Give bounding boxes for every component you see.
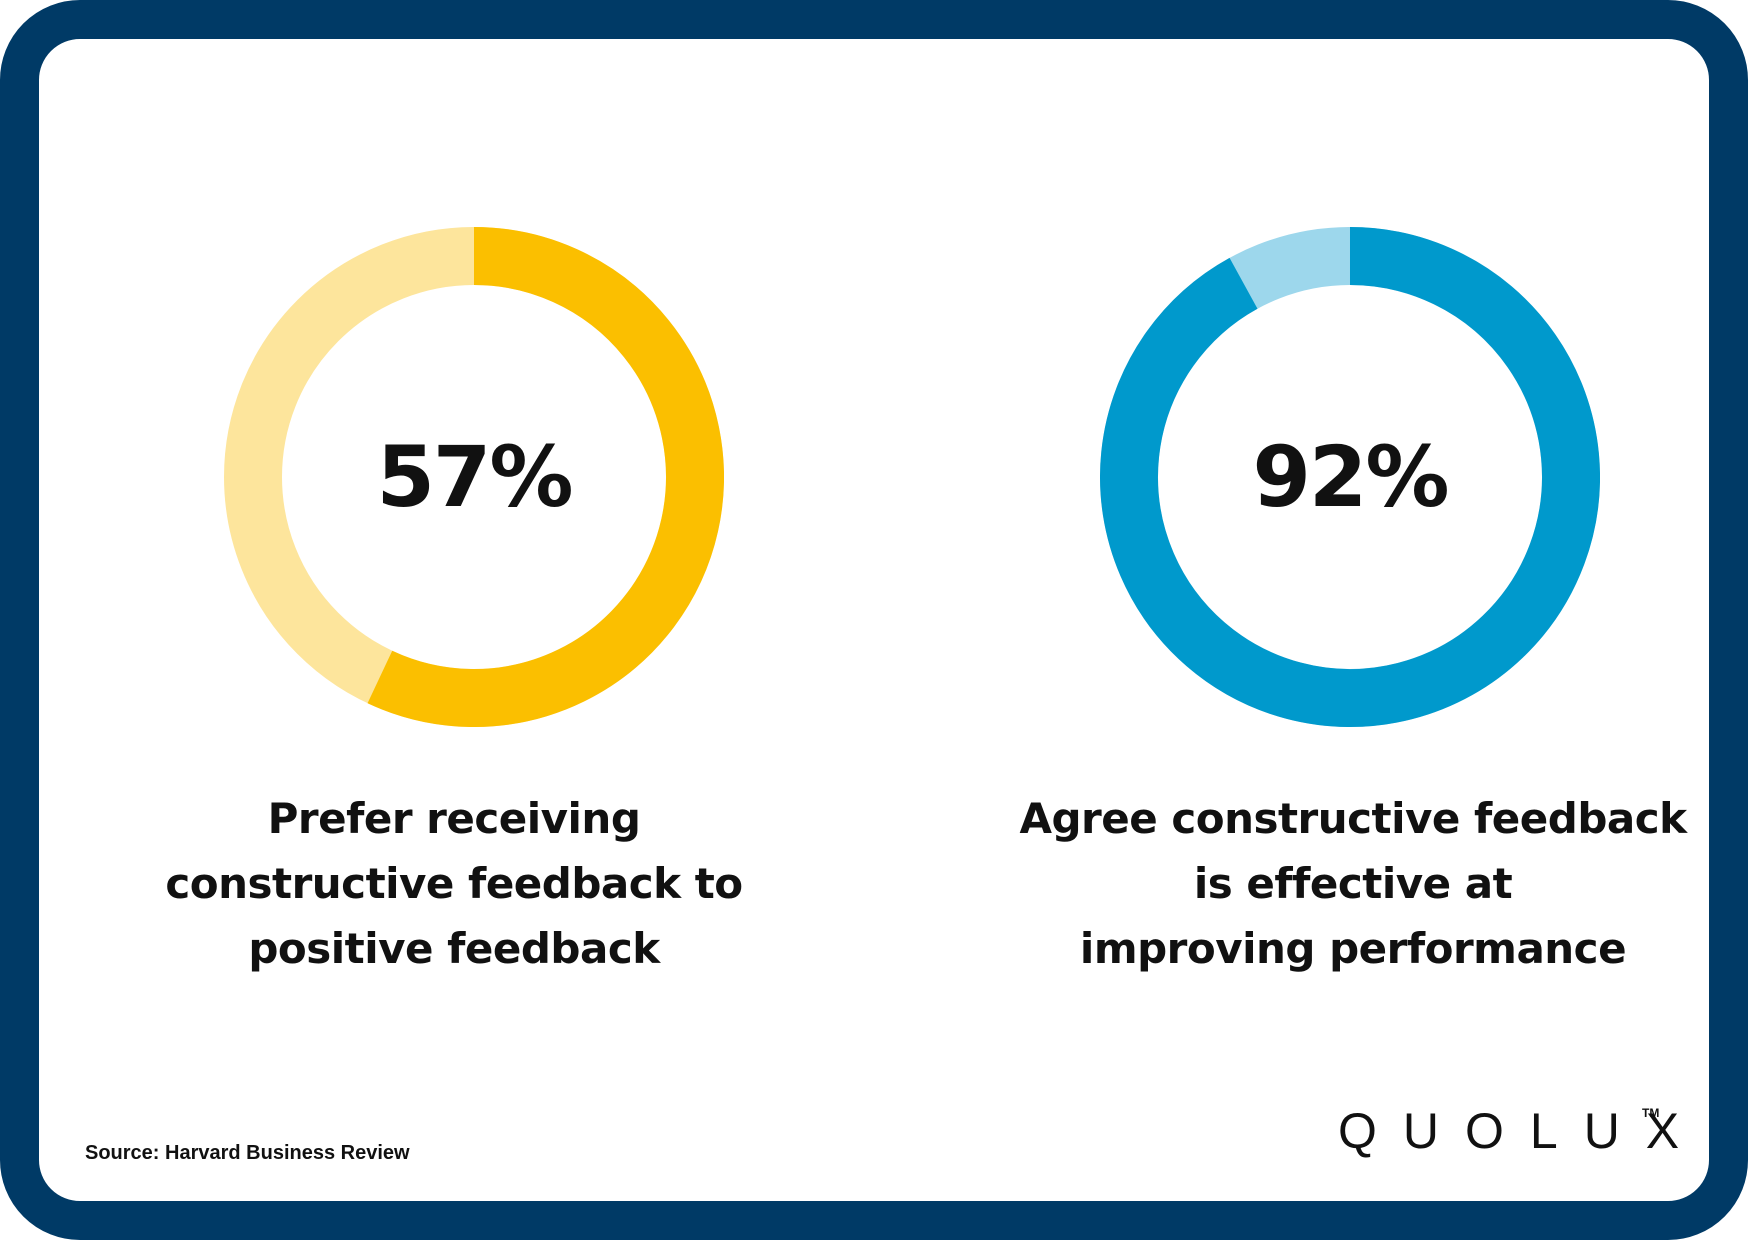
donut-chart-left: 57% xyxy=(224,227,724,727)
quolux-logo: QUOLUX TM xyxy=(1338,1102,1705,1160)
logo-wordmark: QUOLUX xyxy=(1338,1103,1706,1159)
source-note: Source: Harvard Business Review xyxy=(85,1142,410,1164)
caption-right-line-3: improving performance xyxy=(1079,924,1627,973)
donut-right-value-arc xyxy=(1100,227,1600,727)
caption-right-line-1: Agree constructive feedback xyxy=(1019,794,1687,843)
donut-left-value-arc xyxy=(367,227,724,727)
caption-right-line-2: is effective at xyxy=(1193,859,1513,908)
donut-svg-right xyxy=(1100,227,1600,727)
donut-svg-left xyxy=(224,227,724,727)
donut-right-percent-label: 92% xyxy=(1252,428,1449,526)
caption-left-line-1: Prefer receiving xyxy=(267,794,641,843)
donut-left-percent-label: 57% xyxy=(376,428,573,526)
caption-left-line-3: positive feedback xyxy=(248,924,660,973)
caption-right: Agree constructive feedback is effective… xyxy=(1013,786,1693,981)
caption-left: Prefer receiving constructive feedback t… xyxy=(114,786,794,981)
donut-chart-right: 92% xyxy=(1100,227,1600,727)
logo-trademark: TM xyxy=(1642,1106,1660,1120)
caption-left-line-2: constructive feedback to xyxy=(165,859,743,908)
